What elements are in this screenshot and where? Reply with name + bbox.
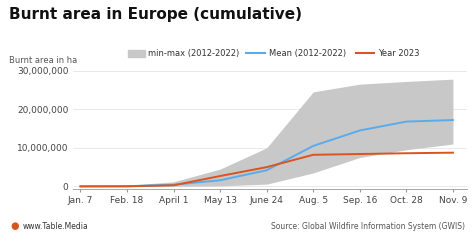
Text: Source: Global Wildfire Information System (GWIS): Source: Global Wildfire Information Syst… xyxy=(271,222,465,231)
Text: min-max (2012-2022): min-max (2012-2022) xyxy=(148,49,239,58)
Text: www.Table.Media: www.Table.Media xyxy=(23,222,89,231)
Text: ●: ● xyxy=(10,221,19,231)
Text: Burnt area in Europe (cumulative): Burnt area in Europe (cumulative) xyxy=(9,7,302,22)
Text: Year 2023: Year 2023 xyxy=(378,49,420,58)
Text: Mean (2012-2022): Mean (2012-2022) xyxy=(269,49,346,58)
Text: Burnt area in ha: Burnt area in ha xyxy=(9,56,78,65)
